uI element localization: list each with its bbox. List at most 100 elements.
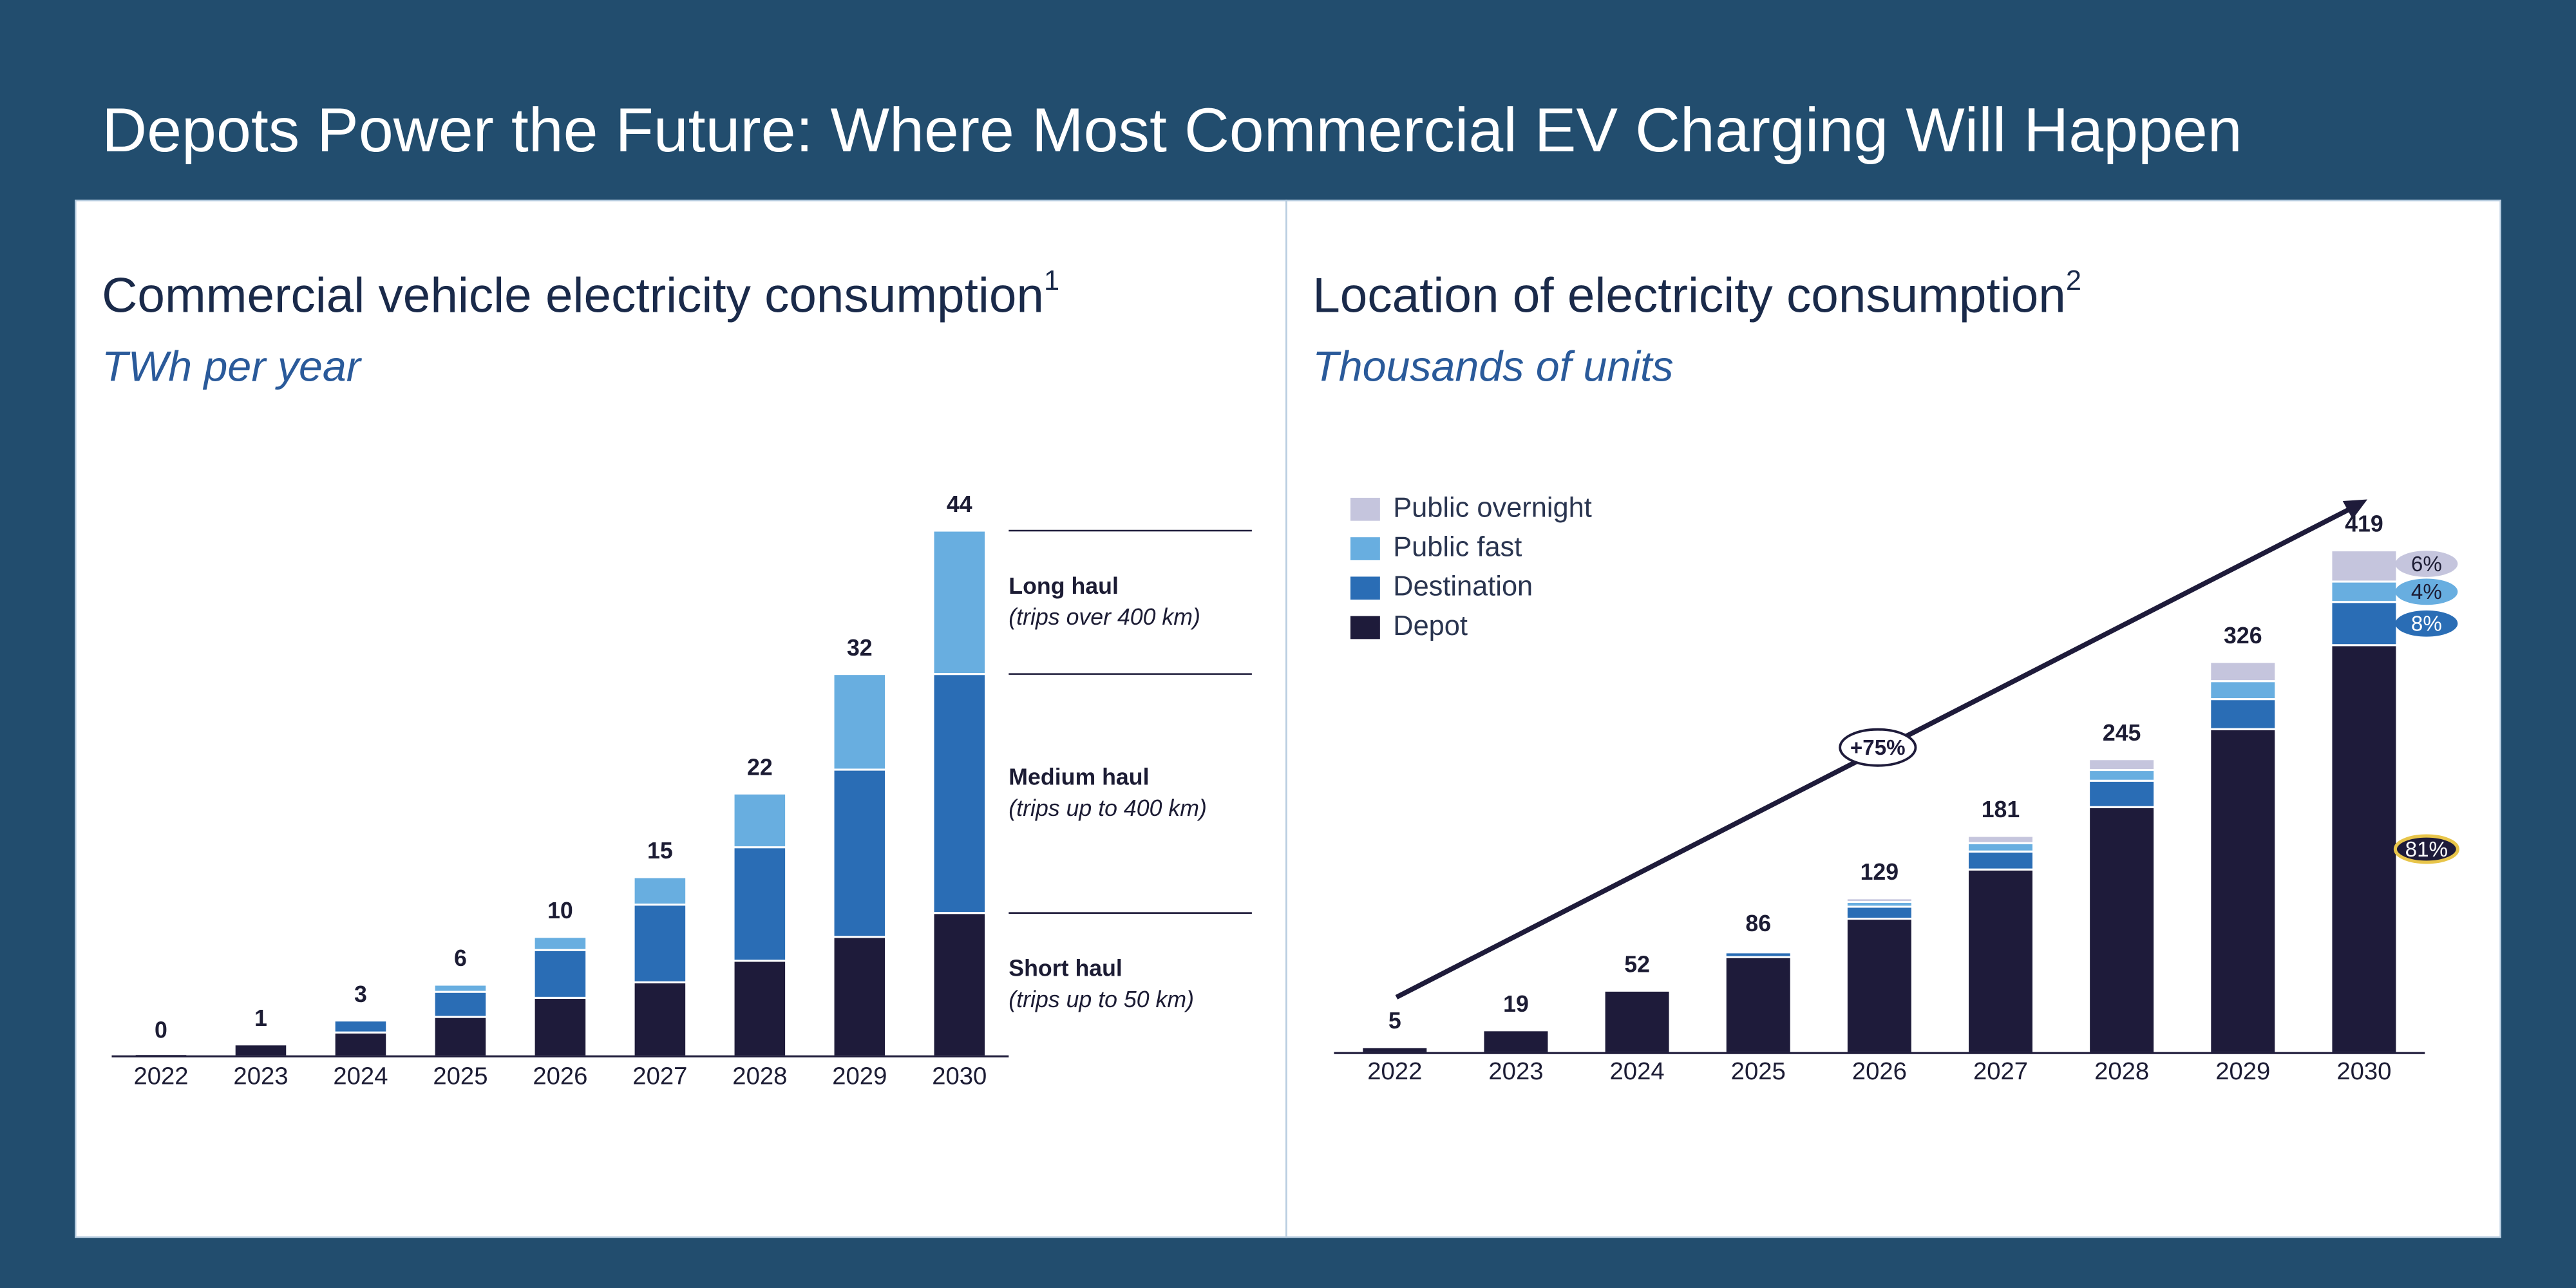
legend-swatch <box>1350 616 1380 639</box>
bar-segment <box>1845 897 1913 903</box>
bar-segment <box>1724 949 1792 952</box>
chart-title: Commercial vehicle electricity consumpti… <box>102 265 1059 323</box>
bar-segment <box>2209 661 2277 683</box>
bar-segment <box>2209 680 2277 701</box>
bar-segment <box>1966 842 2035 853</box>
bar-segment <box>1482 1029 1550 1054</box>
total-label: 245 <box>2103 720 2141 746</box>
x-tick-label: 2024 <box>1610 1057 1665 1085</box>
legend-label: Destination <box>1393 571 1533 602</box>
total-label: 326 <box>2224 623 2262 649</box>
bar-segment <box>832 768 887 938</box>
x-tick-label: 2023 <box>233 1063 288 1090</box>
legend-swatch <box>1350 497 1380 521</box>
bar-segment <box>632 904 688 983</box>
bar-segment <box>732 846 788 962</box>
legend-swatch <box>1350 576 1380 600</box>
total-label: 1 <box>254 1005 267 1031</box>
x-tick-label: 2022 <box>1367 1057 1422 1085</box>
bar-segment <box>533 949 588 999</box>
share-label: 6% <box>2411 553 2442 576</box>
series-description: (trips up to 50 km) <box>1009 987 1194 1012</box>
total-label: 86 <box>1745 911 1771 936</box>
total-label: 129 <box>1861 859 1899 885</box>
share-badge <box>2395 578 2458 605</box>
bar-segment <box>433 990 488 1018</box>
total-label: 419 <box>2345 511 2383 537</box>
total-label: 15 <box>647 838 673 864</box>
share-badge <box>2395 610 2458 637</box>
left-panel <box>75 199 1287 1238</box>
chart-title: Location of electricity consumption2 <box>1312 265 2081 323</box>
x-tick-label: 2028 <box>2094 1057 2149 1085</box>
total-label: 52 <box>1624 951 1650 977</box>
x-tick-label: 2028 <box>732 1063 787 1090</box>
bar-segment <box>2330 644 2398 1054</box>
total-label: 0 <box>155 1017 167 1043</box>
bar-segment <box>632 876 688 906</box>
bar-segment <box>2209 698 2277 730</box>
share-badge <box>2395 551 2458 577</box>
bar-segment <box>1966 835 2035 844</box>
bar-segment <box>433 1016 488 1057</box>
bar-segment <box>333 1031 388 1057</box>
chart-title-text: Location of electricity consumption <box>1312 269 2066 323</box>
bar-segment <box>533 936 588 951</box>
bar-segment <box>1724 956 1792 1054</box>
total-label: 5 <box>1388 1008 1401 1034</box>
x-tick-label: 2030 <box>932 1063 987 1090</box>
bar-segment <box>333 1019 388 1034</box>
title-note: 1 <box>1044 265 1059 296</box>
x-tick-label: 2023 <box>1488 1057 1543 1085</box>
series-description: (trips up to 400 km) <box>1009 795 1207 821</box>
legend-label: Public overnight <box>1393 492 1592 523</box>
total-label: 44 <box>947 491 972 517</box>
bar-segment <box>1603 989 1671 1054</box>
total-label: 10 <box>547 898 573 923</box>
bar-segment <box>2209 728 2277 1054</box>
bar-segment <box>732 792 788 849</box>
x-tick-label: 2030 <box>2336 1057 2391 1085</box>
series-label: Long haul <box>1009 573 1119 599</box>
total-label: 181 <box>1982 797 2020 822</box>
bar-segment <box>2330 549 2398 583</box>
bar-segment <box>832 936 887 1057</box>
title-note: 2 <box>2066 265 2081 296</box>
bar-segment <box>2330 580 2398 603</box>
x-tick-label: 2026 <box>533 1063 587 1090</box>
annotation-badge <box>1839 728 1917 767</box>
total-label: 22 <box>747 754 773 780</box>
bar-segment <box>1845 918 1913 1054</box>
x-tick-label: 2029 <box>832 1063 887 1090</box>
series-description: (trips over 400 km) <box>1009 604 1200 630</box>
series-label: Short haul <box>1009 955 1122 981</box>
chart-subtitle: TWh per year <box>102 343 363 390</box>
share-badge <box>2393 834 2459 864</box>
chart-title-text: Commercial vehicle electricity consumpti… <box>102 269 1044 323</box>
bar-segment <box>2088 806 2156 1054</box>
bar-segment <box>1966 868 2035 1054</box>
total-label: 3 <box>354 981 367 1007</box>
bar-segment <box>732 960 788 1057</box>
bar-segment <box>2088 758 2156 772</box>
x-tick-label: 2024 <box>333 1063 388 1090</box>
arrow-head <box>2342 499 2368 520</box>
bar-segment <box>433 983 488 993</box>
annotation: +75% <box>1850 736 1906 760</box>
share-label: 4% <box>2411 580 2442 604</box>
legend-label: Depot <box>1393 611 1468 641</box>
bar-segment <box>2330 601 2398 647</box>
bar-segment <box>1966 850 2035 871</box>
bar-segment <box>2088 768 2156 782</box>
total-label: 32 <box>847 635 873 661</box>
x-tick-label: 2022 <box>133 1063 188 1090</box>
series-label: Medium haul <box>1009 764 1149 790</box>
legend-label: Public fast <box>1393 531 1522 562</box>
bar-segment <box>832 673 887 771</box>
bar-segment <box>533 996 588 1057</box>
x-tick-label: 2026 <box>1852 1057 1907 1085</box>
bar-segment <box>632 981 688 1057</box>
bar-segment <box>932 912 987 1057</box>
x-tick-label: 2025 <box>1731 1057 1786 1085</box>
